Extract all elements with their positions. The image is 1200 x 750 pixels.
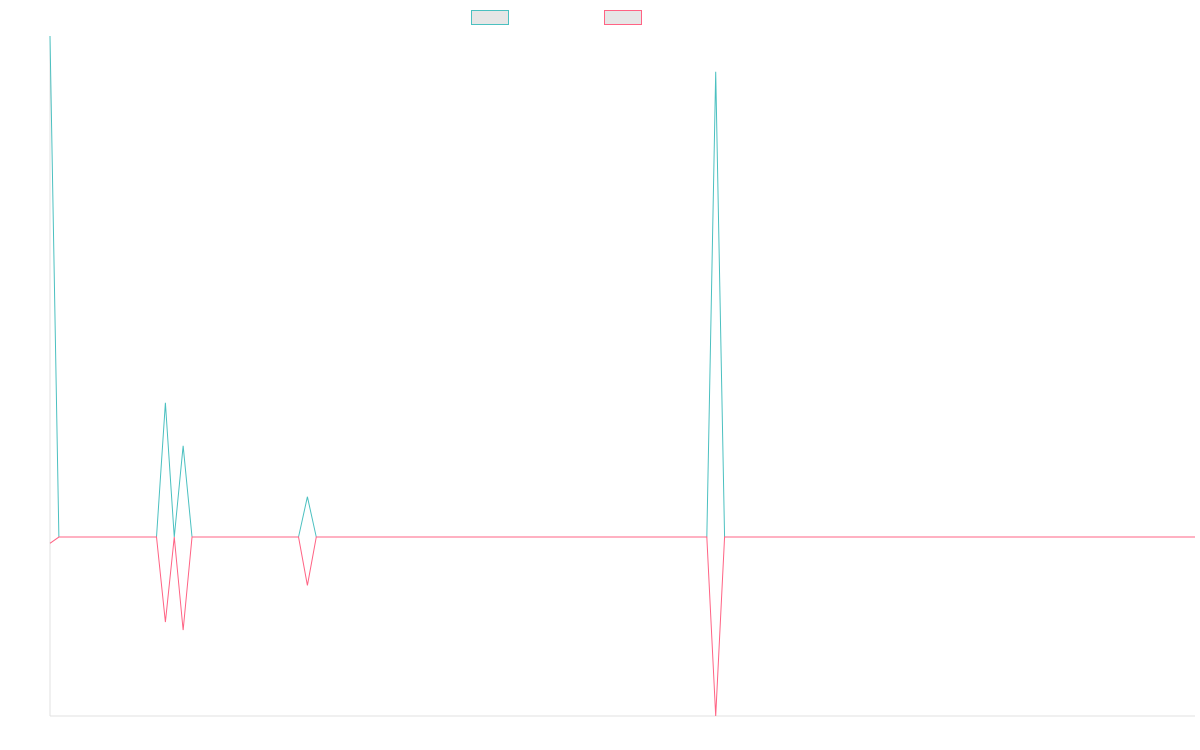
series-layer <box>49 35 1195 717</box>
series-line-1 <box>49 35 1195 538</box>
series-line-2 <box>49 536 1195 717</box>
legend-swatch-series-1 <box>471 9 509 25</box>
legend-item-series-1[interactable] <box>471 9 515 25</box>
legend-item-series-2[interactable] <box>604 9 648 25</box>
legend-swatch-series-2 <box>604 9 642 25</box>
